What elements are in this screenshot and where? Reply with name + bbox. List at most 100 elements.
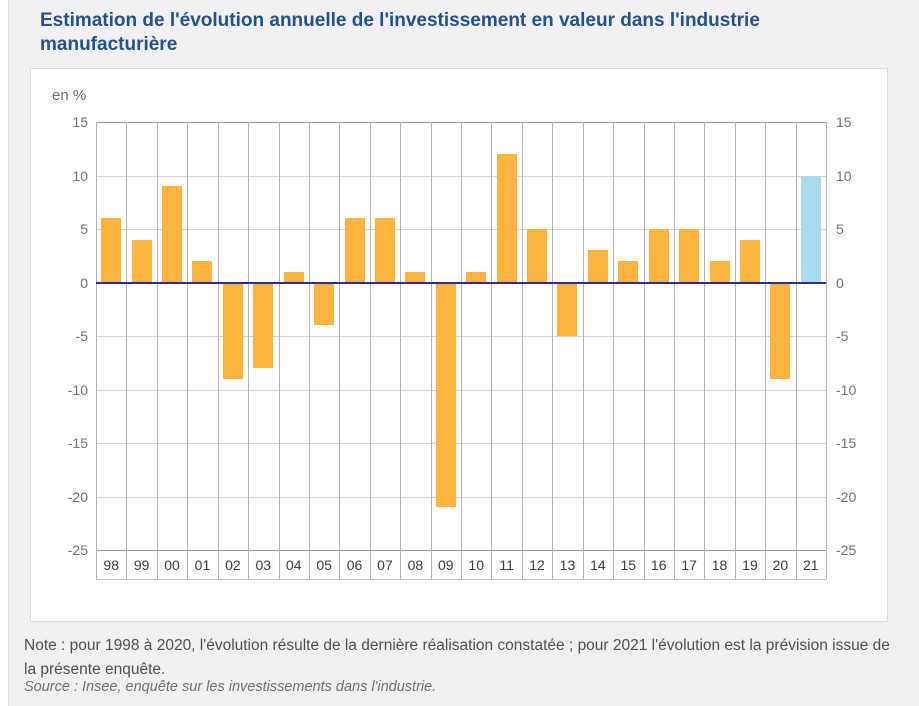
bar-04 <box>283 271 304 283</box>
y-tick-label-left: -25 <box>67 542 88 558</box>
x-tick-label: 01 <box>194 557 211 573</box>
x-tick-label: 15 <box>620 557 637 573</box>
v-gridline <box>704 122 705 579</box>
v-gridline <box>218 122 219 579</box>
y-tick-label-right: -5 <box>836 328 849 344</box>
x-tick-label: 99 <box>133 557 150 573</box>
y-tick-label-right: 10 <box>836 167 852 184</box>
x-tick-label: 17 <box>681 557 697 573</box>
y-tick-label-right: 15 <box>836 114 852 130</box>
bar-14 <box>587 250 608 283</box>
y-axis-unit-label: en % <box>52 87 87 104</box>
x-tick-label: 98 <box>103 557 119 573</box>
x-tick-label: 14 <box>590 557 606 573</box>
x-tick-label: 10 <box>468 557 484 573</box>
v-gridline <box>461 122 462 579</box>
bar-02 <box>222 282 243 379</box>
y-tick-label-right: -20 <box>836 488 857 505</box>
chart-panel: en % 15 15 10 10 5 5 0 0 -5 -5 -10 -10 -15 -15 -20 -20-… <box>30 68 888 622</box>
v-gridline <box>491 122 492 579</box>
v-gridline <box>126 122 127 579</box>
v-gridline <box>187 122 188 579</box>
v-gridline <box>339 122 340 579</box>
left-edge-strip <box>0 0 8 706</box>
bar-17 <box>679 229 700 283</box>
y-tick-label-right: 5 <box>836 221 844 237</box>
chart-source: Source : Insee, enquête sur les investis… <box>24 679 437 695</box>
v-gridline <box>96 122 97 579</box>
v-gridline <box>735 122 736 579</box>
v-gridline <box>279 122 280 579</box>
chart-note: Note : pour 1998 à 2020, l'évolution rés… <box>24 637 890 678</box>
bar-07 <box>374 218 395 283</box>
v-gridline <box>522 122 523 579</box>
x-tick-label: 02 <box>225 557 241 573</box>
bar-18 <box>709 261 730 283</box>
bar-08 <box>405 271 426 283</box>
v-gridline <box>309 122 310 579</box>
x-tick-label: 18 <box>711 557 728 573</box>
v-gridline <box>796 122 797 579</box>
bar-11 <box>496 154 517 283</box>
v-gridline <box>826 122 827 579</box>
y-tick-label-right: -10 <box>836 381 857 398</box>
bar-06 <box>344 218 365 283</box>
x-tick-label: 16 <box>650 557 667 573</box>
x-tick-label: 19 <box>742 557 758 573</box>
v-gridline <box>157 122 158 579</box>
x-tick-label: 21 <box>802 557 819 573</box>
bar-19 <box>739 239 760 283</box>
plot-area: 15 15 10 10 5 5 0 0 -5 -5 -10 -10 -15 -15 -20 -20 -25 -25… <box>68 114 856 580</box>
y-tick-label-left: -15 <box>67 435 88 451</box>
y-tick-label-left: 0 <box>80 274 88 291</box>
v-gridline <box>583 122 584 579</box>
page-title: Estimation de l'évolution annuelle de l'… <box>40 10 760 55</box>
y-tick-label-left: 5 <box>80 221 88 237</box>
v-gridline <box>248 122 249 579</box>
x-axis-bottom-border <box>96 579 826 580</box>
x-tick-label: 09 <box>437 557 454 573</box>
v-gridline <box>552 122 553 579</box>
bar-09 <box>435 282 456 508</box>
y-tick-label-left: -10 <box>67 381 88 398</box>
x-tick-label: 06 <box>346 557 363 573</box>
x-tick-label: 04 <box>285 557 302 573</box>
v-gridline <box>370 122 371 579</box>
x-tick-label: 11 <box>499 557 514 573</box>
v-gridline <box>431 122 432 579</box>
bar-21 <box>800 175 821 283</box>
bar-03 <box>253 282 274 369</box>
v-gridline <box>400 122 401 579</box>
bar-98 <box>101 218 122 283</box>
bar-05 <box>314 282 335 326</box>
x-tick-label: 08 <box>407 557 424 573</box>
bar-13 <box>557 282 578 336</box>
v-gridline <box>644 122 645 579</box>
bar-99 <box>131 239 152 283</box>
v-gridline <box>674 122 675 579</box>
x-tick-label: 12 <box>529 557 545 573</box>
x-tick-label: 07 <box>377 557 393 573</box>
y-tick-label-right: -15 <box>836 435 857 451</box>
y-tick-label-right: 0 <box>836 274 844 291</box>
v-gridline <box>765 122 766 579</box>
bar-20 <box>770 282 791 379</box>
zero-line <box>96 281 826 284</box>
bar-16 <box>648 229 669 283</box>
y-tick-label-right: -25 <box>836 542 857 558</box>
bar-chart: 15 15 10 10 5 5 0 0 -5 -5 -10 -10 -15 -15 -20 -20 -25 -25… <box>68 114 856 580</box>
bar-01 <box>192 261 213 283</box>
x-tick-label: 13 <box>559 557 576 573</box>
x-tick-label: 00 <box>164 557 180 573</box>
x-tick-label: 20 <box>772 557 789 573</box>
y-tick-label-left: -20 <box>67 488 88 505</box>
x-tick-label: 05 <box>316 557 332 573</box>
v-gridline <box>613 122 614 579</box>
x-tick-label: 03 <box>255 557 272 573</box>
bar-00 <box>162 186 183 283</box>
y-tick-label-left: 10 <box>72 167 88 184</box>
bar-15 <box>618 261 639 283</box>
bar-10 <box>466 271 487 283</box>
y-tick-label-left: 15 <box>72 114 88 130</box>
y-tick-label-left: -5 <box>75 328 88 344</box>
